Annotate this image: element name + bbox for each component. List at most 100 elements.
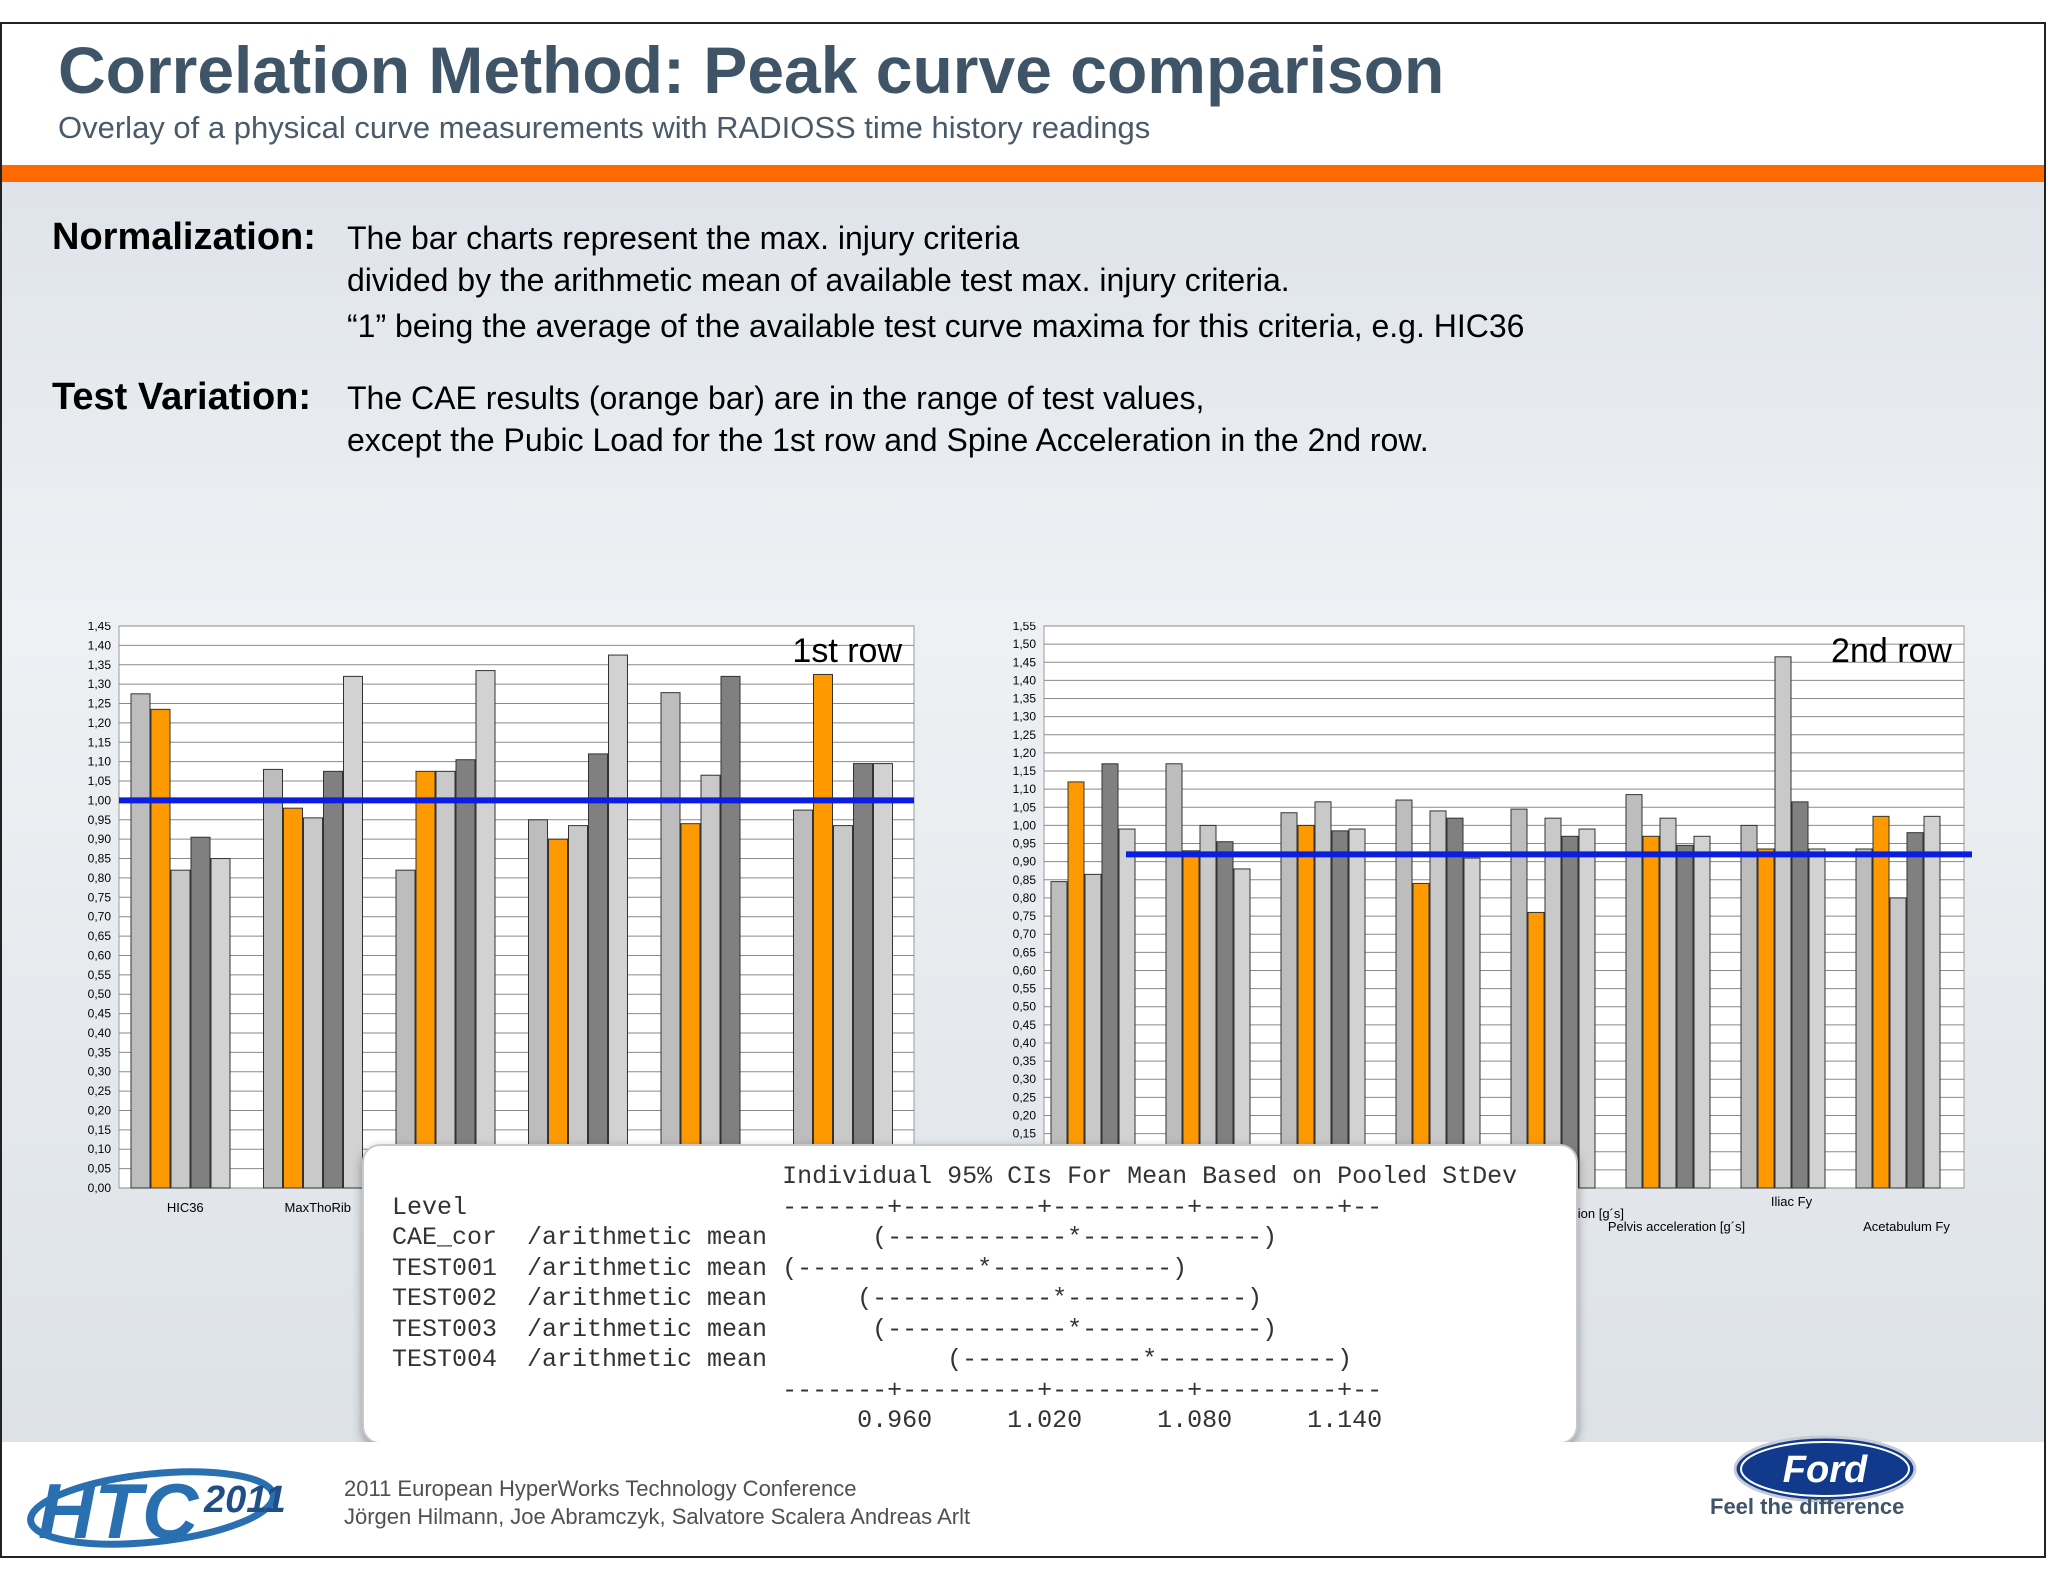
bar-test — [1429, 810, 1447, 1189]
category-label: Iliac Fy — [1771, 1194, 1813, 1209]
bar-test — [1855, 848, 1873, 1189]
y-tick-label: 0,95 — [88, 813, 112, 827]
y-tick-label: 0,90 — [88, 832, 112, 846]
y-tick-label: 0,50 — [88, 987, 112, 1001]
bar-test — [455, 759, 476, 1189]
y-tick-label: 1,30 — [88, 677, 112, 691]
plot-area — [118, 625, 915, 1189]
chart-title: 2nd row — [1831, 632, 1952, 670]
bar-test — [1050, 881, 1068, 1189]
bar-test — [1348, 828, 1366, 1189]
y-tick-label: 1,15 — [88, 735, 112, 749]
y-tick-label: 1,40 — [1013, 673, 1037, 687]
bar-test — [853, 763, 873, 1189]
bar-test — [343, 675, 363, 1189]
y-tick-label: 0,55 — [1013, 982, 1037, 996]
bar-test — [700, 774, 721, 1189]
test-variation-label: Test Variation: — [52, 376, 312, 418]
bar-cae — [1642, 835, 1660, 1189]
y-tick-label: 1,00 — [88, 793, 112, 807]
bar-test — [1659, 817, 1677, 1189]
bar-cae — [1067, 781, 1085, 1189]
bar-cae — [1412, 882, 1430, 1189]
y-tick-label: 0,25 — [1013, 1090, 1037, 1104]
bar-test — [1774, 656, 1792, 1189]
y-tick-label: 1,55 — [1013, 622, 1037, 633]
y-tick-label: 0,00 — [88, 1181, 112, 1195]
y-tick-label: 0,60 — [88, 948, 112, 962]
bar-test — [1084, 873, 1102, 1189]
orange-divider — [2, 165, 2044, 182]
bar-test — [1791, 801, 1809, 1189]
svg-text:2011: 2011 — [203, 1479, 286, 1521]
y-tick-label: 1,20 — [88, 716, 112, 730]
bar-test — [568, 825, 588, 1189]
y-tick-label: 1,50 — [1013, 637, 1037, 651]
y-tick-label: 0,25 — [88, 1084, 112, 1098]
bar-test — [1625, 794, 1643, 1189]
y-tick-label: 0,70 — [88, 910, 112, 924]
bar-test — [323, 770, 343, 1189]
y-tick-label: 0,45 — [88, 1007, 112, 1021]
y-tick-label: 1,25 — [88, 697, 112, 711]
y-tick-label: 0,80 — [88, 871, 112, 885]
y-tick-label: 0,30 — [1013, 1072, 1037, 1086]
ford-tagline: Feel the difference — [1710, 1494, 1905, 1519]
footer: HTC 2011 2011 European HyperWorks Techno… — [2, 1435, 2044, 1556]
bar-test — [1676, 844, 1694, 1189]
bar-cae — [548, 838, 568, 1189]
y-tick-label: 1,15 — [1013, 764, 1037, 778]
bar-test — [1463, 857, 1481, 1189]
bar-test — [263, 768, 283, 1189]
bar-cae — [680, 823, 701, 1189]
bar-test — [170, 869, 191, 1189]
category-label: MaxThoRib — [285, 1200, 351, 1215]
bar-test — [1923, 815, 1941, 1189]
y-tick-label: 0,80 — [1013, 891, 1037, 905]
bar-test — [1561, 835, 1579, 1189]
y-tick-label: 0,70 — [1013, 927, 1037, 941]
svg-text:HTC: HTC — [38, 1467, 200, 1555]
footer-conference: 2011 European HyperWorks Technology Conf… — [344, 1476, 857, 1501]
y-tick-label: 1,45 — [1013, 655, 1037, 669]
content-area: Normalization: The bar charts represent … — [2, 182, 2044, 1444]
bar-cae — [1182, 850, 1200, 1189]
bar-cae — [813, 673, 833, 1189]
bar-test — [1510, 808, 1528, 1189]
normalization-line-1: The bar charts represent the max. injury… — [347, 220, 1020, 256]
y-tick-label: 0,75 — [1013, 909, 1037, 923]
y-tick-label: 1,35 — [88, 658, 112, 672]
y-tick-label: 1,35 — [1013, 692, 1037, 706]
bar-test — [475, 670, 496, 1189]
bar-test — [130, 693, 151, 1189]
y-tick-label: 1,00 — [1013, 818, 1037, 832]
bar-test — [1314, 801, 1332, 1189]
bar-cae — [1297, 824, 1315, 1189]
y-tick-label: 0,35 — [88, 1045, 112, 1059]
bar-test — [1578, 828, 1596, 1189]
y-tick-label: 0,85 — [88, 852, 112, 866]
y-tick-label: 0,90 — [1013, 855, 1037, 869]
bar-test — [1395, 799, 1413, 1189]
category-label: Pelvis acceleration [g´s] — [1608, 1219, 1745, 1234]
y-tick-label: 0,40 — [1013, 1036, 1037, 1050]
slide-title: Correlation Method: Peak curve compariso… — [58, 33, 1445, 107]
y-tick-label: 1,05 — [1013, 800, 1037, 814]
category-label: HIC36 — [167, 1200, 204, 1215]
y-tick-label: 1,25 — [1013, 728, 1037, 742]
bar-test — [303, 817, 323, 1189]
bar-test — [1544, 817, 1562, 1189]
y-tick-label: 0,05 — [88, 1162, 112, 1176]
y-tick-label: 1,20 — [1013, 746, 1037, 760]
normalization-line-3: “1” being the average of the available t… — [347, 308, 1525, 344]
test-variation-line-2: except the Pubic Load for the 1st row an… — [347, 422, 1429, 458]
bar-cae — [1757, 848, 1775, 1189]
y-tick-label: 0,10 — [88, 1142, 112, 1156]
y-tick-label: 0,30 — [88, 1065, 112, 1079]
bar-test — [1331, 830, 1349, 1189]
svg-text:Ford: Ford — [1783, 1449, 1868, 1491]
bar-test — [1118, 828, 1136, 1189]
y-tick-label: 1,45 — [88, 622, 112, 633]
bar-test — [873, 763, 893, 1189]
bar-test — [1280, 812, 1298, 1189]
